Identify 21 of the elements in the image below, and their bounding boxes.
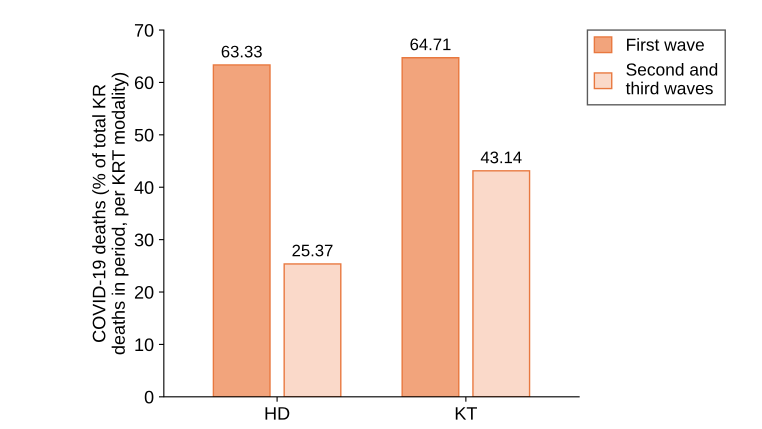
y-tick-label: 70 (134, 24, 154, 37)
y-tick-label: 20 (134, 286, 154, 299)
bar (212, 64, 271, 397)
x-tick-label: HD (266, 407, 290, 420)
y-tick-label: 60 (134, 76, 154, 90)
data-label: 63.33 (222, 46, 262, 58)
y-tick-label: 50 (134, 128, 154, 142)
data-label: 25.37 (292, 244, 333, 256)
bar (401, 57, 460, 397)
bar (472, 170, 530, 397)
y-axis-title: COVID-19 deaths (% of total KR deaths in period, per KRT modality) (92, 72, 128, 354)
y-tick-label: 10 (135, 338, 154, 352)
y-tick-label: 0 (144, 390, 154, 404)
data-label: 64.71 (410, 38, 451, 50)
legend-label: Second and third waves (626, 62, 718, 94)
y-tick-label: 30 (134, 234, 154, 246)
bar (283, 263, 342, 397)
legend-label: First wave (627, 38, 704, 51)
data-label: 43.14 (480, 152, 522, 164)
y-tick-label: 40 (134, 181, 154, 194)
x-tick-label: KT (456, 407, 477, 420)
